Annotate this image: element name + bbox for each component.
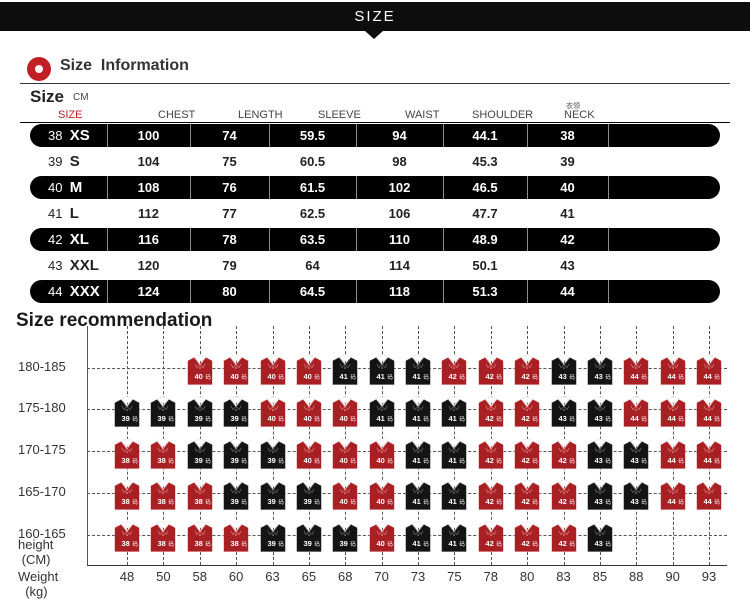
svg-text:40: 40 [376,539,384,548]
svg-text:40: 40 [231,372,239,381]
svg-text:42: 42 [522,456,530,465]
svg-text:39: 39 [303,498,311,507]
svg-text:42: 42 [522,372,530,381]
svg-text:41: 41 [412,456,420,465]
svg-text:43: 43 [594,372,602,381]
svg-text:40: 40 [303,414,311,423]
svg-text:40: 40 [340,498,348,507]
svg-text:40: 40 [303,372,311,381]
svg-text:42: 42 [522,414,530,423]
svg-text:40: 40 [340,414,348,423]
svg-text:44: 44 [667,456,676,465]
svg-text:39: 39 [267,456,275,465]
svg-text:41: 41 [412,498,420,507]
svg-text:40: 40 [303,456,311,465]
svg-text:43: 43 [594,414,602,423]
svg-text:39: 39 [194,456,202,465]
svg-text:44: 44 [667,498,676,507]
svg-text:42: 42 [485,372,493,381]
svg-text:43: 43 [594,456,602,465]
svg-text:42: 42 [485,498,493,507]
svg-text:40: 40 [340,456,348,465]
svg-text:38: 38 [158,539,166,548]
svg-text:41: 41 [340,372,348,381]
svg-text:41: 41 [449,539,457,548]
svg-text:38: 38 [121,456,129,465]
svg-text:39: 39 [267,498,275,507]
svg-text:41: 41 [376,372,384,381]
svg-text:40: 40 [267,372,275,381]
svg-text:40: 40 [267,414,275,423]
svg-text:39: 39 [231,456,239,465]
svg-text:38: 38 [194,539,202,548]
svg-text:39: 39 [231,498,239,507]
svg-text:42: 42 [485,539,493,548]
svg-text:40: 40 [194,372,202,381]
svg-text:44: 44 [667,372,676,381]
svg-text:41: 41 [449,498,457,507]
svg-text:38: 38 [158,456,166,465]
svg-text:42: 42 [522,498,530,507]
svg-text:42: 42 [558,539,566,548]
svg-text:41: 41 [449,414,457,423]
svg-text:41: 41 [412,414,420,423]
svg-text:38: 38 [121,498,129,507]
svg-text:44: 44 [631,414,640,423]
svg-text:42: 42 [558,456,566,465]
svg-text:39: 39 [340,539,348,548]
svg-text:42: 42 [485,456,493,465]
svg-text:39: 39 [158,414,166,423]
svg-text:41: 41 [376,414,384,423]
svg-text:43: 43 [558,372,566,381]
svg-text:38: 38 [194,498,202,507]
svg-text:39: 39 [231,414,239,423]
svg-text:44: 44 [703,456,712,465]
svg-text:44: 44 [703,498,712,507]
svg-text:39: 39 [303,539,311,548]
svg-text:41: 41 [412,372,420,381]
svg-text:39: 39 [121,414,129,423]
svg-text:41: 41 [449,456,457,465]
svg-text:43: 43 [631,498,639,507]
svg-text:42: 42 [522,539,530,548]
svg-text:44: 44 [703,414,712,423]
svg-text:44: 44 [703,372,712,381]
svg-text:42: 42 [485,414,493,423]
svg-text:38: 38 [121,539,129,548]
svg-text:40: 40 [376,498,384,507]
svg-text:43: 43 [594,539,602,548]
svg-text:44: 44 [667,414,676,423]
svg-text:38: 38 [231,539,239,548]
svg-text:41: 41 [412,539,420,548]
svg-text:39: 39 [267,539,275,548]
svg-text:39: 39 [194,414,202,423]
svg-text:38: 38 [158,498,166,507]
svg-text:40: 40 [376,456,384,465]
svg-text:42: 42 [558,498,566,507]
svg-text:43: 43 [631,456,639,465]
svg-text:43: 43 [558,414,566,423]
svg-text:43: 43 [594,498,602,507]
svg-text:42: 42 [449,372,457,381]
svg-text:44: 44 [631,372,640,381]
